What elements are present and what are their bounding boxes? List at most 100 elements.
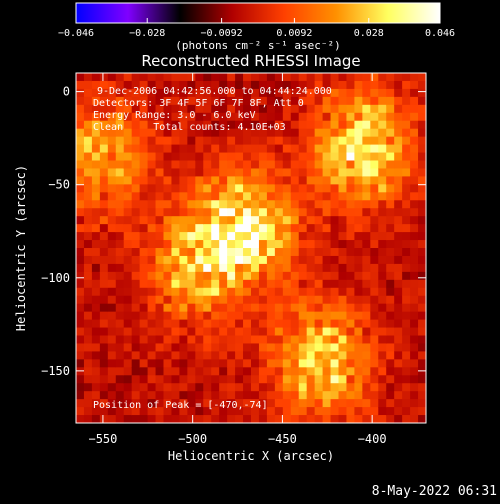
heatmap-cell: [123, 176, 133, 185]
heatmap-cell: [362, 176, 371, 185]
heatmap-cell: [402, 184, 411, 193]
heatmap-cell: [187, 144, 196, 154]
heatmap-cell: [171, 367, 181, 376]
heatmap-cell: [211, 335, 220, 345]
heatmap-cell: [362, 271, 371, 281]
heatmap-cell: [330, 184, 340, 193]
heatmap-cell: [211, 279, 220, 289]
heatmap-cell: [219, 240, 228, 249]
heatmap-cell: [251, 184, 260, 193]
heatmap-cell: [203, 367, 212, 376]
heatmap-cell: [378, 144, 387, 154]
heatmap-cell: [187, 351, 196, 360]
heatmap-cell: [219, 335, 228, 345]
heatmap-cell: [298, 407, 308, 416]
heatmap-cell: [243, 176, 252, 185]
heatmap-cell: [211, 263, 220, 273]
heatmap-cell: [179, 287, 188, 297]
heatmap-cell: [219, 128, 228, 138]
heatmap-cell: [251, 128, 260, 138]
heatmap-cell: [235, 152, 244, 162]
heatmap-cell: [370, 216, 379, 225]
heatmap-cell: [306, 295, 316, 305]
heatmap-cell: [402, 73, 411, 82]
heatmap-cell: [163, 88, 173, 98]
heatmap-cell: [282, 104, 292, 114]
heatmap-cell: [187, 287, 196, 297]
heatmap-cell: [314, 407, 324, 416]
heatmap-cell: [306, 96, 316, 106]
heatmap-cell: [139, 200, 149, 209]
heatmap-cell: [378, 208, 387, 217]
heatmap-cell: [410, 216, 419, 225]
heatmap-cell: [251, 96, 260, 106]
heatmap-cell: [219, 192, 228, 201]
heatmap-cell: [290, 168, 300, 178]
heatmap-cell: [91, 144, 101, 154]
heatmap-cell: [290, 208, 300, 217]
heatmap-cell: [227, 176, 236, 185]
heatmap-cell: [338, 335, 348, 345]
heatmap-cell: [266, 375, 276, 384]
heatmap-cell: [99, 80, 109, 90]
heatmap-cell: [386, 120, 395, 130]
heatmap-cell: [418, 104, 426, 114]
heatmap-cell: [338, 224, 348, 233]
heatmap-cell: [76, 136, 85, 146]
heatmap-cell: [346, 415, 356, 423]
heatmap-cell: [251, 335, 260, 345]
heatmap-cell: [386, 240, 395, 249]
heatmap-cell: [386, 287, 395, 297]
heatmap-cell: [99, 367, 109, 376]
heatmap-cell: [402, 224, 411, 233]
heatmap-cell: [298, 152, 308, 162]
heatmap-cell: [290, 311, 300, 321]
heatmap-cell: [338, 319, 348, 329]
heatmap-cell: [219, 383, 228, 392]
heatmap-cell: [266, 80, 276, 90]
heatmap-cell: [354, 303, 363, 313]
heatmap-cell: [386, 271, 395, 281]
heatmap-cell: [370, 391, 379, 400]
heatmap-cell: [131, 287, 141, 297]
heatmap-cell: [362, 399, 371, 408]
y-tick-label: 0: [63, 85, 70, 99]
heatmap-cell: [155, 375, 165, 384]
heatmap-cell: [251, 208, 260, 217]
heatmap-cell: [402, 319, 411, 329]
heatmap-cell: [91, 248, 101, 257]
heatmap-cell: [187, 327, 196, 337]
heatmap-cell: [107, 383, 117, 392]
heatmap-cell: [370, 136, 379, 146]
heatmap-cell: [171, 232, 181, 241]
heatmap-cell: [107, 303, 117, 313]
heatmap-cell: [115, 391, 125, 400]
heatmap-cell: [386, 383, 395, 392]
heatmap-cell: [235, 128, 244, 138]
heatmap-cell: [171, 96, 181, 106]
heatmap-cell: [346, 279, 356, 289]
heatmap-cell: [147, 279, 157, 289]
heatmap-cell: [235, 176, 244, 185]
heatmap-cell: [203, 303, 212, 313]
heatmap-cell: [322, 128, 332, 138]
heatmap-cell: [290, 415, 300, 423]
heatmap-cell: [115, 232, 125, 241]
heatmap-cell: [139, 367, 149, 376]
heatmap-cell: [211, 343, 220, 353]
heatmap-cell: [76, 208, 85, 217]
heatmap-cell: [179, 351, 188, 360]
heatmap-cell: [394, 335, 403, 345]
heatmap-cell: [195, 128, 204, 138]
heatmap-cell: [131, 88, 141, 98]
heatmap-cell: [171, 335, 181, 345]
heatmap-cell: [91, 80, 101, 90]
heatmap-cell: [155, 327, 165, 337]
heatmap-cell: [147, 255, 157, 265]
heatmap-cell: [179, 335, 188, 345]
y-axis-label: Heliocentric Y (arcsec): [14, 165, 28, 331]
heatmap-cell: [131, 200, 141, 209]
heatmap-cell: [370, 160, 379, 170]
heatmap-cell: [314, 255, 324, 265]
heatmap-cell: [378, 375, 387, 384]
